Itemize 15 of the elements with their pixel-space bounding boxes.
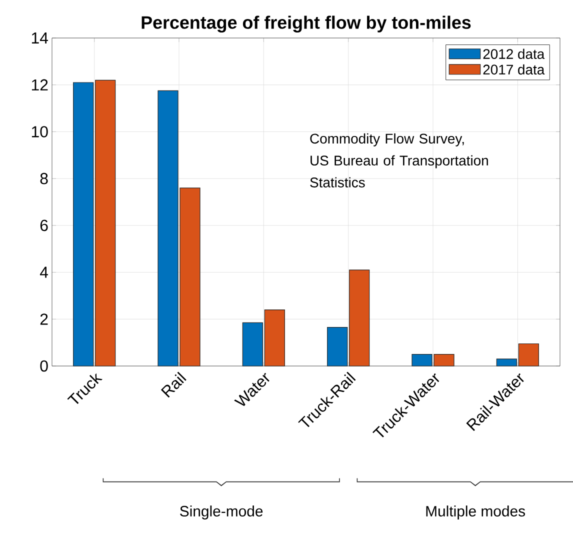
y-tick-label: 6 — [40, 220, 48, 232]
y-tick-label: 14 — [32, 32, 48, 44]
legend-label: 2012 data — [483, 48, 545, 59]
y-tick-label: 12 — [32, 79, 48, 90]
y-tick-label: 0 — [40, 360, 48, 372]
text: Single-mode — [180, 506, 263, 520]
y-tick-label: 10 — [32, 126, 48, 138]
y-tick-label: 2 — [40, 314, 48, 325]
y-tick-label: 8 — [40, 172, 48, 184]
annotation: Commodity Flow Survey, US Bureau of Transportation Statistics — [310, 133, 488, 188]
legend-label: 2017 data — [483, 64, 545, 75]
text: Multiple modes — [426, 506, 526, 520]
chart-title: Percentage of freight flow by ton-miles — [142, 16, 471, 32]
y-tick-label: 4 — [40, 266, 48, 278]
x-tick-label: Rail — [160, 372, 186, 398]
